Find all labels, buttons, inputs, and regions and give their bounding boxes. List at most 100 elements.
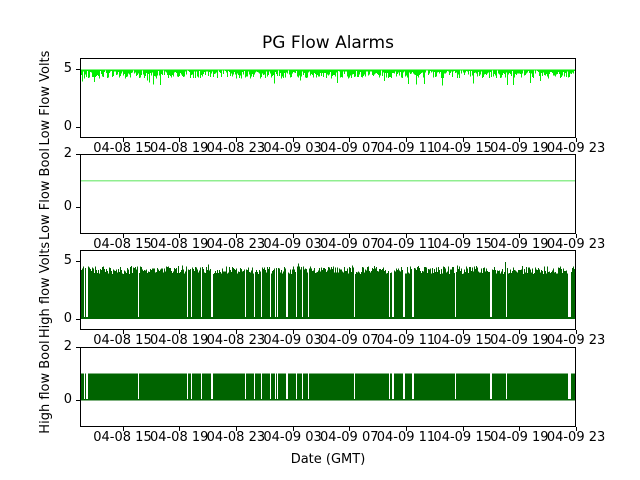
x-tick-label: 04-09 23 xyxy=(546,333,606,348)
signal-plot-3 xyxy=(80,262,576,319)
x-tick xyxy=(123,234,124,238)
x-tick xyxy=(293,427,294,431)
x-tick-label: 04-09 07 xyxy=(320,430,379,445)
y-tick-label: 0 xyxy=(63,199,72,215)
x-axis-label: Date (GMT) xyxy=(290,452,366,467)
x-tick-label: 04-08 23 xyxy=(206,430,266,445)
x-tick xyxy=(236,330,237,334)
x-tick xyxy=(349,138,350,142)
x-tick-label: 04-09 07 xyxy=(320,237,379,252)
x-tick-label: 04-09 11 xyxy=(376,430,436,445)
x-tick xyxy=(179,427,180,431)
x-tick-label: 04-09 15 xyxy=(433,333,492,348)
x-tick-label: 04-09 11 xyxy=(376,141,436,156)
x-tick xyxy=(463,138,464,142)
x-tick-label: 04-08 23 xyxy=(206,333,266,348)
x-tick xyxy=(519,138,520,142)
x-tick xyxy=(406,427,407,431)
x-tick xyxy=(406,330,407,334)
x-tick xyxy=(349,234,350,238)
x-tick-label: 04-09 15 xyxy=(433,237,492,252)
x-tick xyxy=(576,234,577,238)
x-tick xyxy=(236,427,237,431)
axes-border-3 xyxy=(80,250,576,330)
x-tick xyxy=(519,234,520,238)
x-tick-label: 04-08 15 xyxy=(93,237,152,252)
y-tick xyxy=(76,319,80,320)
axes-border-4 xyxy=(80,347,576,427)
x-tick-label: 04-08 23 xyxy=(206,237,266,252)
x-tick xyxy=(406,234,407,238)
x-tick-label: 04-09 03 xyxy=(263,237,322,252)
y-tick xyxy=(76,347,80,348)
x-tick xyxy=(463,234,464,238)
x-tick xyxy=(576,138,577,142)
y-tick xyxy=(76,69,80,70)
y-tick xyxy=(76,400,80,401)
x-tick xyxy=(293,234,294,238)
x-tick-label: 04-08 15 xyxy=(93,141,152,156)
axes-border-1 xyxy=(80,58,576,138)
x-tick xyxy=(349,427,350,431)
subplot-2: 0 2 04-08 15 04-08 19 04-08 23 04-09 03 04-09 … xyxy=(0,146,640,252)
x-tick-label: 04-09 07 xyxy=(320,333,379,348)
x-tick-label: 04-08 19 xyxy=(149,141,209,156)
x-tick-label: 04-09 19 xyxy=(490,141,549,156)
x-tick-label: 04-09 07 xyxy=(320,141,379,156)
x-tick-label: 04-09 03 xyxy=(263,430,322,445)
y-tick-label: 5 xyxy=(63,61,72,77)
x-tick xyxy=(236,234,237,238)
y-tick-label: 0 xyxy=(63,118,72,134)
x-tick xyxy=(576,330,577,334)
x-tick xyxy=(179,138,180,142)
y-tick xyxy=(76,127,80,128)
x-tick xyxy=(349,330,350,334)
x-tick xyxy=(463,330,464,334)
x-tick xyxy=(576,427,577,431)
chart-title: PG Flow Alarms xyxy=(262,33,394,53)
subplot-4: 0 2 04-08 15 04-08 19 04-08 23 04-09 03 04-09 … xyxy=(0,339,640,451)
signal-plot-2 xyxy=(80,179,576,182)
subplot-3: 0 5 04-08 15 04-08 19 04-08 23 04-09 03 04-09 … xyxy=(0,250,640,348)
x-tick-label: 04-09 11 xyxy=(376,237,436,252)
axes-border-2 xyxy=(80,154,576,234)
x-tick xyxy=(123,330,124,334)
x-tick xyxy=(519,427,520,431)
x-tick-label: 04-09 23 xyxy=(546,237,606,252)
x-tick xyxy=(179,330,180,334)
x-tick-label: 04-09 19 xyxy=(490,333,549,348)
subplot-1: 0 5 04-08 15 04-08 19 04-08 23 04-09 03 04-09 … xyxy=(0,58,640,156)
y-tick-label: 0 xyxy=(63,310,72,326)
y-tick xyxy=(76,207,80,208)
y-tick-label: 2 xyxy=(63,146,72,161)
x-tick xyxy=(293,330,294,334)
y-tick-label: 5 xyxy=(63,253,72,269)
x-tick-label: 04-08 19 xyxy=(149,430,209,445)
x-tick xyxy=(406,138,407,142)
x-tick xyxy=(236,138,237,142)
x-tick-label: 04-09 15 xyxy=(433,141,492,156)
y-tick xyxy=(76,261,80,262)
y-axis-label-4: High flow Bool xyxy=(38,340,53,434)
x-tick-label: 04-08 19 xyxy=(149,333,209,348)
x-tick-label: 04-09 23 xyxy=(546,430,606,445)
x-tick-label: 04-08 15 xyxy=(93,430,152,445)
y-tick-label: 2 xyxy=(63,339,72,354)
x-tick-label: 04-09 19 xyxy=(490,237,549,252)
x-tick xyxy=(463,427,464,431)
x-tick-label: 04-09 11 xyxy=(376,333,436,348)
x-tick xyxy=(519,330,520,334)
x-tick-label: 04-08 15 xyxy=(93,333,152,348)
x-tick-label: 04-09 03 xyxy=(263,333,322,348)
x-tick-label: 04-09 19 xyxy=(490,430,549,445)
x-tick-label: 04-09 15 xyxy=(433,430,492,445)
y-tick xyxy=(76,154,80,155)
x-tick-label: 04-09 03 xyxy=(263,141,322,156)
x-tick xyxy=(123,138,124,142)
y-tick-label: 0 xyxy=(63,392,72,408)
x-tick xyxy=(179,234,180,238)
x-tick xyxy=(293,138,294,142)
x-tick xyxy=(123,427,124,431)
x-tick-label: 04-08 19 xyxy=(149,237,209,252)
